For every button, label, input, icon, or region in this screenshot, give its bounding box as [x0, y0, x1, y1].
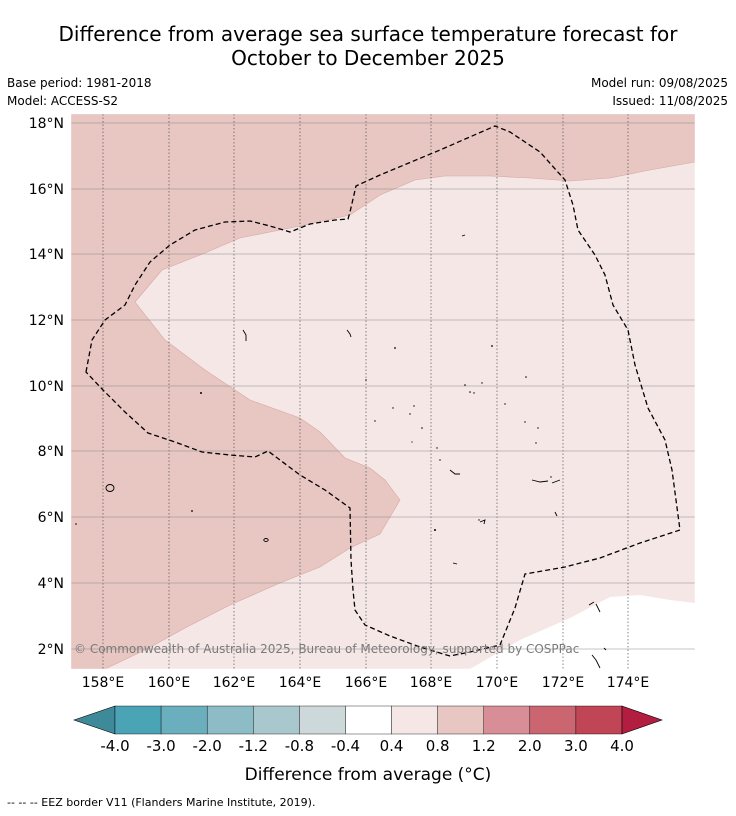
meta-left: Base period: 1981-2018 Model: ACCESS-S2	[7, 74, 152, 110]
colorbar-tick-label: 4.0	[610, 737, 634, 755]
colorbar-segment	[160, 705, 208, 735]
island-pohnpei	[105, 484, 115, 492]
colorbar-segment	[483, 705, 531, 735]
lat-label-8n: 8°N	[38, 444, 64, 460]
sst-anomaly-mid-region	[71, 114, 695, 669]
colorbar-segment	[345, 705, 392, 735]
colorbar-segment	[529, 705, 577, 735]
lat-label-6n: 6°N	[38, 510, 64, 526]
island-ujelang	[242, 329, 247, 341]
title-line-2: October to December 2025	[231, 46, 505, 70]
model-run-text: Model run: 09/08/2025	[590, 76, 728, 90]
colorbar-segment	[299, 705, 346, 735]
base-period-text: Base period: 1981-2018	[7, 76, 152, 90]
lat-label-14n: 14°N	[29, 247, 64, 263]
colorbar-tick-label: 1.2	[472, 737, 496, 755]
lon-label-164e: 164°E	[279, 675, 322, 691]
colorbar-segment	[437, 705, 484, 735]
colorbar-tick-label: 0.8	[426, 737, 450, 755]
sst-anomaly-neutral-region	[470, 595, 695, 669]
island-abemama	[591, 654, 601, 669]
model-text: Model: ACCESS-S2	[7, 94, 119, 108]
issued-text: Issued: 11/08/2025	[612, 94, 728, 108]
copyright-text: © Commonwealth of Australia 2025, Bureau…	[74, 642, 579, 656]
island-enewetak	[346, 329, 352, 338]
island-tarawa	[588, 601, 601, 613]
colorbar-tick-label: -1.2	[239, 737, 268, 755]
lon-label-162e: 162°E	[213, 675, 256, 691]
colorbar-tick-label: -0.4	[331, 737, 360, 755]
eez-border	[85, 125, 681, 657]
colorbar-tick-label: 2.0	[518, 737, 542, 755]
longitude-labels: 158°E 160°E 162°E 164°E 166°E 168°E 170°…	[82, 675, 650, 691]
island-mili	[554, 511, 558, 517]
colorbar-segment	[253, 705, 300, 735]
island-nauru-area	[452, 562, 458, 565]
colorbar-tick-label: 3.0	[564, 737, 588, 755]
lat-label-2n: 2°N	[38, 642, 64, 658]
island-wake-reef	[461, 234, 466, 237]
colorbar-tick-label: -3.0	[146, 737, 175, 755]
map-area	[71, 114, 695, 669]
colorbar-tick-label: -2.0	[193, 737, 222, 755]
lat-label-4n: 4°N	[38, 576, 64, 592]
colorbar-segment	[206, 705, 254, 735]
map-title: Difference from average sea surface temp…	[0, 22, 736, 70]
latitude-labels: 18°N 16°N 14°N 12°N 10°N 8°N 6°N 4°N 2°N	[29, 116, 64, 658]
colorbar-segment	[114, 705, 162, 735]
island-kosrae	[263, 538, 269, 542]
longitude-gridlines	[102, 114, 629, 669]
island-maiana	[603, 647, 607, 651]
lon-label-166e: 166°E	[345, 675, 388, 691]
colorbar-label: Difference from average (°C)	[245, 765, 492, 785]
island-ebon	[479, 519, 486, 525]
footer-eez-note: -- -- -- EEZ border V11 (Flanders Marine…	[7, 796, 316, 809]
colorbar-arrow-low	[73, 705, 116, 735]
lat-label-16n: 16°N	[29, 182, 64, 198]
lon-label-160e: 160°E	[148, 675, 191, 691]
colorbar-tick-label: 0.4	[380, 737, 404, 755]
colorbar-segment	[391, 705, 438, 735]
lat-label-12n: 12°N	[29, 313, 64, 329]
colorbar: -4.0 -3.0 -2.0 -1.2 -0.8 -0.4 0.4 0.8 1.2 2.0 3.0 4…	[73, 705, 663, 755]
meta-right: Model run: 09/08/2025 Issued: 11/08/2025	[591, 74, 728, 110]
colorbar-tick-label: -4.0	[100, 737, 129, 755]
lon-label-158e: 158°E	[82, 675, 125, 691]
island-kwajalein	[449, 469, 460, 475]
lon-label-174e: 174°E	[607, 675, 650, 691]
colorbar-tick-label: -0.8	[285, 737, 314, 755]
map-frame	[70, 113, 696, 670]
atoll-dots	[75, 345, 552, 531]
colorbar-segment	[575, 705, 623, 735]
lon-label-170e: 170°E	[476, 675, 519, 691]
title-line-1: Difference from average sea surface temp…	[58, 22, 678, 46]
island-majuro	[531, 479, 561, 484]
lat-label-18n: 18°N	[29, 116, 64, 132]
lat-label-10n: 10°N	[29, 379, 64, 395]
lon-label-168e: 168°E	[410, 675, 453, 691]
colorbar-arrow-high	[621, 705, 663, 735]
lon-label-172e: 172°E	[542, 675, 585, 691]
islands	[105, 234, 607, 669]
latitude-gridlines	[71, 122, 695, 650]
